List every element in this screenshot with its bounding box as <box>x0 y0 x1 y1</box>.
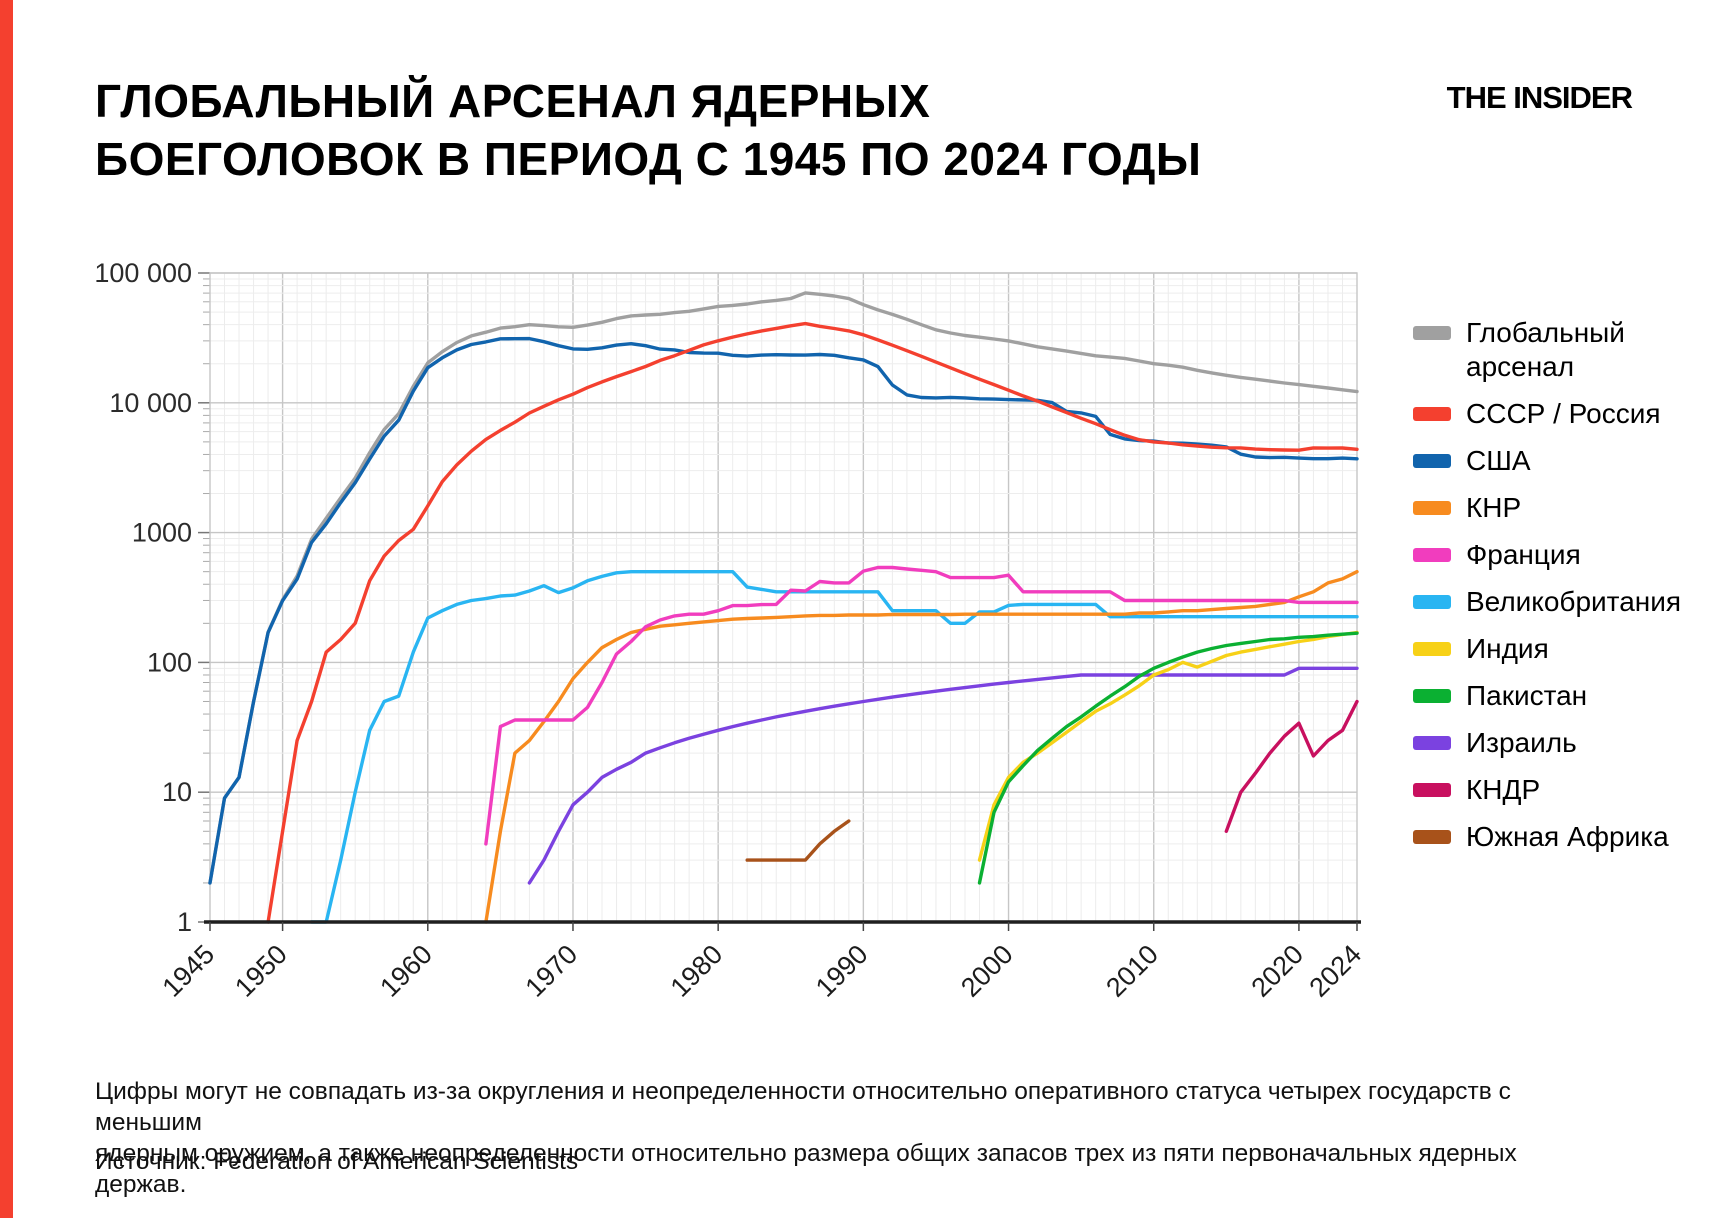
series-line-israel <box>527 666 1359 885</box>
legend-item-pakistan: Пакистан <box>1413 679 1723 713</box>
page-title: ГЛОБАЛЬНЫЙ АРСЕНАЛ ЯДЕРНЫХ БОЕГОЛОВОК В … <box>95 72 1201 188</box>
legend-item-uk: Великобритания <box>1413 585 1723 619</box>
series-line-south_africa <box>745 819 851 862</box>
legend-swatch-icon <box>1413 642 1451 656</box>
legend-label: Великобритания <box>1466 586 1682 617</box>
legend-label: Индия <box>1466 633 1549 664</box>
series-line-china <box>484 570 1359 924</box>
legend-swatch-icon <box>1413 736 1451 750</box>
legend-item-israel: Израиль <box>1413 726 1723 760</box>
legend-label: КНДР <box>1466 774 1541 805</box>
legend-swatch-icon <box>1413 454 1451 468</box>
legend-label: Глобальный арсенал <box>1466 317 1625 382</box>
legend-swatch-icon <box>1413 326 1451 340</box>
page-title-line1: ГЛОБАЛЬНЫЙ АРСЕНАЛ ЯДЕРНЫХ <box>95 75 931 127</box>
x-axis-label: 1960 <box>374 939 438 1003</box>
left-accent-bar <box>0 0 13 1218</box>
legend-label: СССР / Россия <box>1466 398 1661 429</box>
x-axis-label: 2000 <box>955 939 1019 1003</box>
legend-item-india: Индия <box>1413 632 1723 666</box>
legend-swatch-icon <box>1413 501 1451 515</box>
legend-label: Израиль <box>1466 727 1577 758</box>
legend-item-usa: США <box>1413 444 1723 478</box>
the-insider-logo: THE INSIDER <box>1446 80 1633 115</box>
x-axis-label: 1950 <box>229 939 293 1003</box>
legend-label: Пакистан <box>1466 680 1588 711</box>
series-line-north_korea <box>1224 699 1359 833</box>
y-axis-label: 1 <box>177 907 192 937</box>
legend-label: Франция <box>1466 539 1581 570</box>
y-axis-label: 10 <box>162 777 192 807</box>
series-line-pakistan <box>977 631 1359 885</box>
y-axis-label: 100 <box>147 647 192 677</box>
source-credit: Источник: Federation of American Scienti… <box>95 1148 579 1175</box>
footnote-line1: Цифры могут не совпадать из-за округлени… <box>95 1078 1511 1136</box>
x-axis-label: 2024 <box>1304 939 1368 1003</box>
x-axis-label: 2020 <box>1245 939 1309 1003</box>
legend-swatch-icon <box>1413 595 1451 609</box>
y-axis-label: 1000 <box>132 518 192 548</box>
x-axis-label: 1970 <box>520 939 584 1003</box>
x-axis-label: 1945 <box>157 939 221 1003</box>
footnote-line2: ядерным оружием, а также неопределенност… <box>95 1140 1517 1198</box>
legend-label: Южная Африка <box>1466 821 1669 852</box>
x-axis-label: 1980 <box>665 939 729 1003</box>
legend-item-ussr_russia: СССР / Россия <box>1413 397 1723 431</box>
legend-item-north_korea: КНДР <box>1413 773 1723 807</box>
x-axis-label: 1990 <box>810 939 874 1003</box>
x-axis-label: 2010 <box>1100 939 1164 1003</box>
legend-item-france: Франция <box>1413 538 1723 572</box>
legend-swatch-icon <box>1413 407 1451 421</box>
series-line-global <box>208 291 1359 885</box>
legend-item-china: КНР <box>1413 491 1723 525</box>
y-axis-label: 100 000 <box>94 258 192 288</box>
legend-label: США <box>1466 445 1531 476</box>
y-axis-label: 10 000 <box>109 388 192 418</box>
series-line-india <box>977 630 1359 862</box>
chart-legend: Глобальный арсенал СССР / Россия США КНР Фра… <box>1413 316 1723 867</box>
legend-label: КНР <box>1466 492 1522 523</box>
legend-swatch-icon <box>1413 548 1451 562</box>
series-line-france <box>484 565 1359 846</box>
legend-item-south_africa: Южная Африка <box>1413 820 1723 854</box>
legend-swatch-icon <box>1413 830 1451 844</box>
legend-swatch-icon <box>1413 689 1451 703</box>
series-line-ussr_russia <box>266 321 1359 924</box>
legend-item-global: Глобальный арсенал <box>1413 316 1723 384</box>
legend-swatch-icon <box>1413 783 1451 797</box>
page-title-line2: БОЕГОЛОВОК В ПЕРИОД С 1945 ПО 2024 ГОДЫ <box>95 133 1202 185</box>
chart-footnote: Цифры могут не совпадать из-за округлени… <box>95 1076 1595 1200</box>
series-line-uk <box>309 570 1359 924</box>
